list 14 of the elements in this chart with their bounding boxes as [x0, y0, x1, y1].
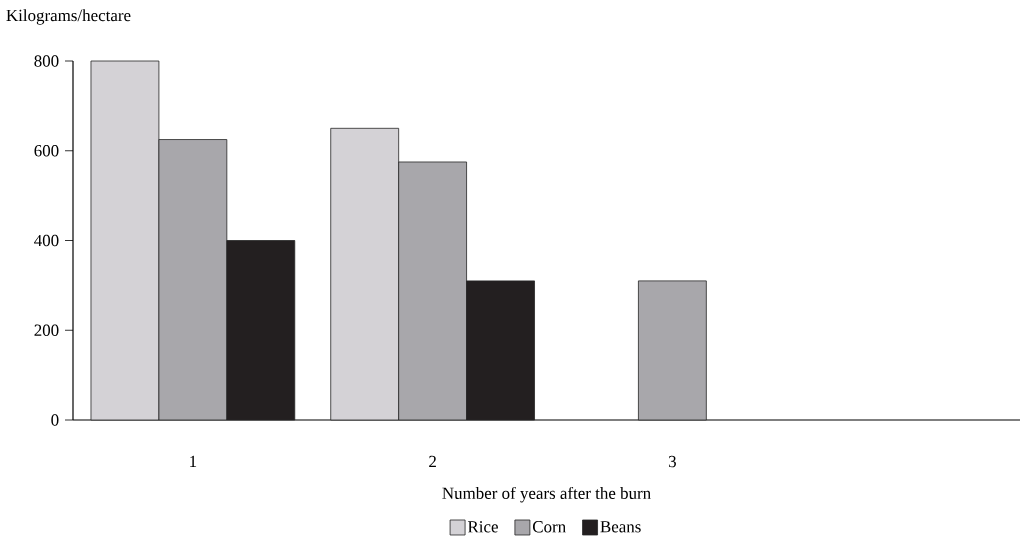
- legend-label: Corn: [532, 521, 566, 533]
- x-tick-label: 1: [190, 455, 197, 468]
- y-axis-title: Kilograms/hectare: [6, 9, 131, 25]
- x-tick-label: 3: [668, 455, 676, 468]
- legend-label: Rice: [467, 521, 498, 533]
- y-tick-label: 0: [51, 414, 59, 426]
- y-tick-label: 600: [34, 145, 59, 157]
- legend-label: Beans: [600, 521, 641, 533]
- bar: [638, 280, 707, 421]
- y-tick-label: 400: [34, 234, 59, 247]
- y-tick-label: 200: [34, 324, 59, 336]
- x-tick-label: 2: [429, 455, 436, 468]
- x-axis-title: Number of years after the burn: [442, 486, 651, 503]
- y-tick-label: 800: [34, 55, 59, 67]
